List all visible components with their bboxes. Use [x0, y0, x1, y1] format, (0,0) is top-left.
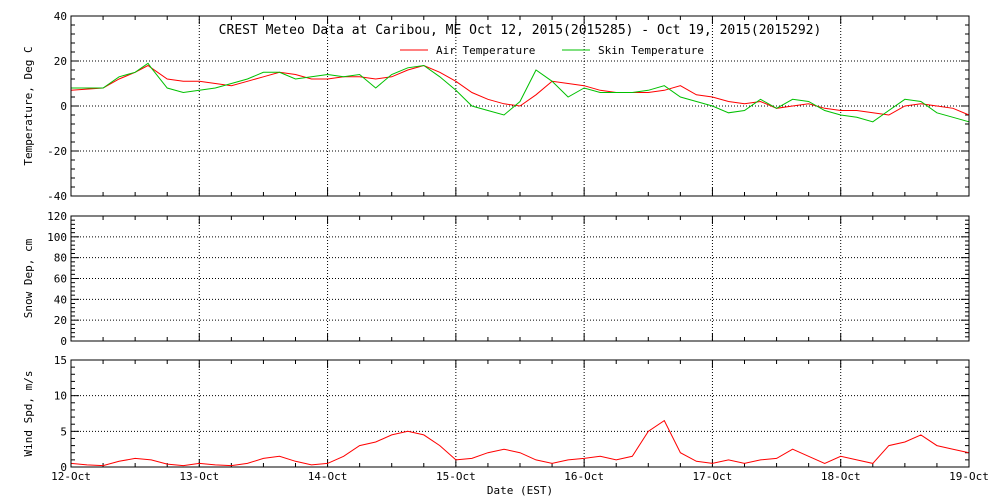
x-tick-label: 19-Oct	[949, 470, 989, 483]
y-tick-label: 5	[60, 425, 67, 438]
legend-label: Skin Temperature	[598, 44, 704, 57]
y-tick-label: 60	[54, 273, 67, 286]
y-axis-label: Wind Spd, m/s	[22, 370, 35, 456]
y-tick-label: -40	[47, 190, 67, 203]
skin-temperature-line	[71, 62, 970, 123]
panel-2: 0 5 10 15 Wind Spd, m/s 12-Oct 13-Oct 14-Oct 15-…	[22, 354, 989, 497]
legend-label: Air Temperature	[436, 44, 535, 57]
y-tick-label: 20	[54, 55, 67, 68]
y-axis-label: Temperature, Deg C	[22, 46, 35, 165]
y-tick-label: 0	[60, 461, 67, 474]
y-tick-label: 20	[54, 314, 67, 327]
y-tick-label: -20	[47, 145, 67, 158]
chart-title: CREST Meteo Data at Caribou, ME Oct 12, …	[219, 23, 822, 38]
y-tick-label: 0	[60, 335, 67, 348]
y-tick-label: 40	[54, 10, 67, 23]
plot-frame	[70, 215, 970, 342]
y-tick-label: 0	[60, 100, 67, 113]
plot-frame	[70, 359, 970, 468]
panel-0: -40 -20 0 20 40 Temperature, Deg C CREST Meteo…	[22, 10, 970, 203]
panel-1: 0 20 40 60 80 100 120 Snow Dep, cm	[22, 210, 970, 348]
y-tick-label: 120	[47, 210, 67, 223]
y-tick-label: 10	[54, 390, 67, 403]
x-tick-label: 16-Oct	[564, 470, 604, 483]
y-axis-label: Snow Dep, cm	[22, 238, 35, 318]
x-axis-label: Date (EST)	[487, 484, 553, 497]
x-tick-label: 15-Oct	[436, 470, 476, 483]
y-tick-label: 100	[47, 231, 67, 244]
air-temperature-line	[70, 64, 970, 116]
x-tick-label: 14-Oct	[308, 470, 348, 483]
x-tick-label: 17-Oct	[693, 470, 733, 483]
y-tick-label: 40	[54, 293, 67, 306]
wind-speed-line	[70, 419, 970, 467]
y-tick-label: 80	[54, 252, 67, 265]
x-tick-label: 12-Oct	[51, 470, 91, 483]
x-tick-label: 18-Oct	[821, 470, 861, 483]
plot-frame	[70, 15, 970, 197]
y-tick-label: 15	[54, 354, 67, 367]
x-tick-label: 13-Oct	[179, 470, 219, 483]
